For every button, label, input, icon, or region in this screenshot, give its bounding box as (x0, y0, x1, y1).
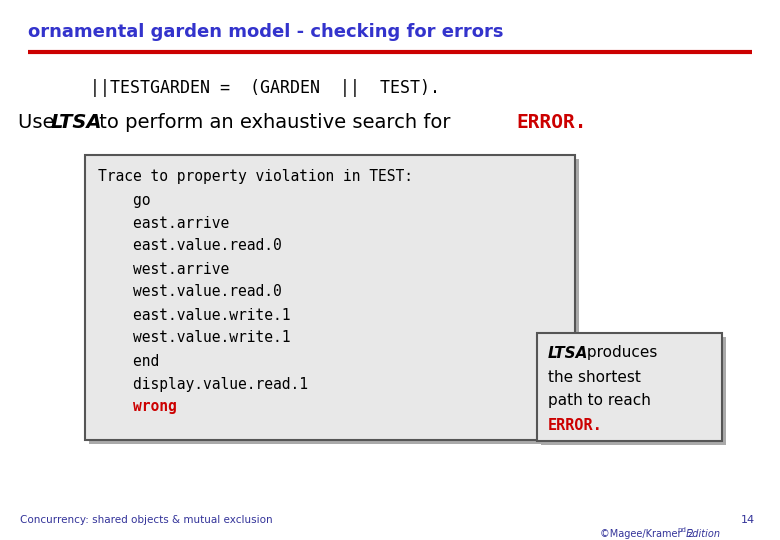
Text: end: end (98, 354, 159, 368)
Text: LTSA: LTSA (51, 113, 102, 132)
Text: to perform an exhaustive search for: to perform an exhaustive search for (93, 113, 457, 132)
Text: west.arrive: west.arrive (98, 261, 229, 276)
Text: west.value.write.1: west.value.write.1 (98, 330, 290, 346)
Text: Concurrency: shared objects & mutual exclusion: Concurrency: shared objects & mutual exc… (20, 515, 273, 525)
Text: path to reach: path to reach (548, 394, 651, 408)
Text: west.value.read.0: west.value.read.0 (98, 285, 282, 300)
Text: 14: 14 (741, 515, 755, 525)
Text: LTSA: LTSA (548, 346, 588, 361)
FancyBboxPatch shape (85, 155, 575, 440)
FancyBboxPatch shape (541, 337, 726, 445)
Text: ornamental garden model - checking for errors: ornamental garden model - checking for e… (28, 23, 504, 41)
Text: east.value.write.1: east.value.write.1 (98, 307, 290, 322)
Text: ©Magee/Kramer  2: ©Magee/Kramer 2 (600, 529, 694, 539)
Text: Trace to property violation in TEST:: Trace to property violation in TEST: (98, 170, 413, 185)
Text: produces: produces (582, 346, 658, 361)
Text: Edition: Edition (683, 529, 720, 539)
Text: east.value.read.0: east.value.read.0 (98, 239, 282, 253)
Text: nd: nd (677, 527, 686, 533)
Text: east.arrive: east.arrive (98, 215, 229, 231)
Text: go: go (98, 192, 151, 207)
FancyBboxPatch shape (89, 159, 579, 444)
Text: ERROR.: ERROR. (516, 113, 587, 132)
Text: Use: Use (18, 113, 61, 132)
Text: display.value.read.1: display.value.read.1 (98, 376, 308, 392)
Text: wrong: wrong (98, 400, 177, 415)
FancyBboxPatch shape (537, 333, 722, 441)
Text: ||TESTGARDEN =  (GARDEN  ||  TEST).: ||TESTGARDEN = (GARDEN || TEST). (90, 79, 440, 97)
Text: the shortest: the shortest (548, 369, 641, 384)
Text: ERROR.: ERROR. (548, 417, 603, 433)
